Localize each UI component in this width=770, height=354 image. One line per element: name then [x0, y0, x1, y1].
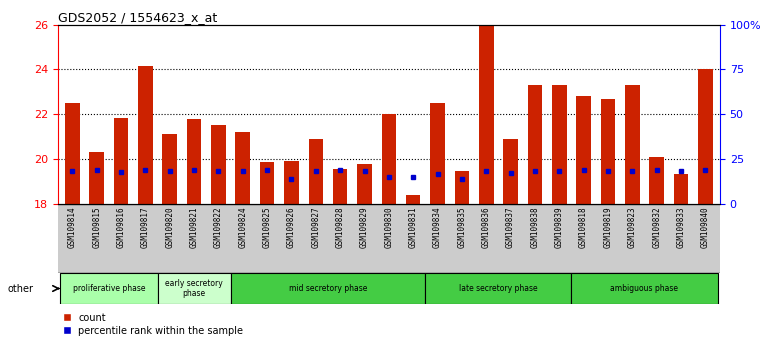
- Bar: [230, 273, 425, 304]
- Text: GSM109820: GSM109820: [166, 206, 174, 248]
- Bar: [479, 23, 494, 204]
- Text: GSM109830: GSM109830: [384, 206, 393, 248]
- Text: GSM109832: GSM109832: [652, 206, 661, 248]
- Bar: [114, 118, 129, 204]
- Bar: [674, 175, 688, 204]
- Bar: [649, 156, 664, 204]
- Legend: count, percentile rank within the sample: count, percentile rank within the sample: [62, 313, 243, 336]
- Bar: [211, 125, 226, 204]
- Bar: [601, 98, 615, 204]
- Text: GSM109824: GSM109824: [238, 206, 247, 248]
- Text: GSM109833: GSM109833: [677, 206, 685, 248]
- Text: GDS2052 / 1554623_x_at: GDS2052 / 1554623_x_at: [58, 11, 217, 24]
- Text: GSM109826: GSM109826: [287, 206, 296, 248]
- Bar: [552, 85, 567, 204]
- Text: GSM109839: GSM109839: [554, 206, 564, 248]
- Text: GSM109819: GSM109819: [604, 206, 612, 248]
- Bar: [187, 119, 202, 204]
- Bar: [259, 162, 274, 204]
- Bar: [309, 139, 323, 204]
- Text: GSM109825: GSM109825: [263, 206, 272, 248]
- Text: GSM109816: GSM109816: [116, 206, 126, 248]
- Text: GSM109835: GSM109835: [457, 206, 467, 248]
- Bar: [138, 66, 152, 204]
- Text: GSM109836: GSM109836: [482, 206, 490, 248]
- Bar: [425, 273, 571, 304]
- Bar: [382, 114, 396, 204]
- Bar: [60, 273, 158, 304]
- Bar: [158, 273, 230, 304]
- Bar: [571, 273, 718, 304]
- Bar: [333, 169, 347, 204]
- Text: late secretory phase: late secretory phase: [459, 284, 537, 293]
- Bar: [406, 195, 420, 204]
- Text: GSM109821: GSM109821: [189, 206, 199, 248]
- Bar: [162, 134, 177, 204]
- Text: GSM109838: GSM109838: [531, 206, 540, 248]
- Text: GSM109831: GSM109831: [409, 206, 417, 248]
- Text: GSM109818: GSM109818: [579, 206, 588, 248]
- Bar: [236, 132, 250, 204]
- Bar: [527, 85, 542, 204]
- Bar: [65, 103, 79, 204]
- Bar: [504, 139, 518, 204]
- Text: GSM109827: GSM109827: [311, 206, 320, 248]
- Text: GSM109814: GSM109814: [68, 206, 77, 248]
- Text: GSM109837: GSM109837: [506, 206, 515, 248]
- Text: early secretory
phase: early secretory phase: [166, 279, 223, 298]
- Bar: [576, 96, 591, 204]
- Text: GSM109817: GSM109817: [141, 206, 150, 248]
- Bar: [698, 69, 713, 204]
- Bar: [625, 85, 640, 204]
- Bar: [357, 165, 372, 204]
- Text: other: other: [8, 284, 34, 293]
- Text: GSM109828: GSM109828: [336, 206, 345, 248]
- Text: mid secretory phase: mid secretory phase: [289, 284, 367, 293]
- Text: proliferative phase: proliferative phase: [72, 284, 145, 293]
- Text: GSM109829: GSM109829: [360, 206, 369, 248]
- Bar: [430, 103, 445, 204]
- Text: GSM109834: GSM109834: [433, 206, 442, 248]
- Bar: [89, 152, 104, 204]
- Bar: [284, 161, 299, 204]
- Text: GSM109815: GSM109815: [92, 206, 101, 248]
- Text: GSM109840: GSM109840: [701, 206, 710, 248]
- Bar: [454, 171, 469, 204]
- Text: GSM109823: GSM109823: [628, 206, 637, 248]
- Text: GSM109822: GSM109822: [214, 206, 223, 248]
- Text: ambiguous phase: ambiguous phase: [611, 284, 678, 293]
